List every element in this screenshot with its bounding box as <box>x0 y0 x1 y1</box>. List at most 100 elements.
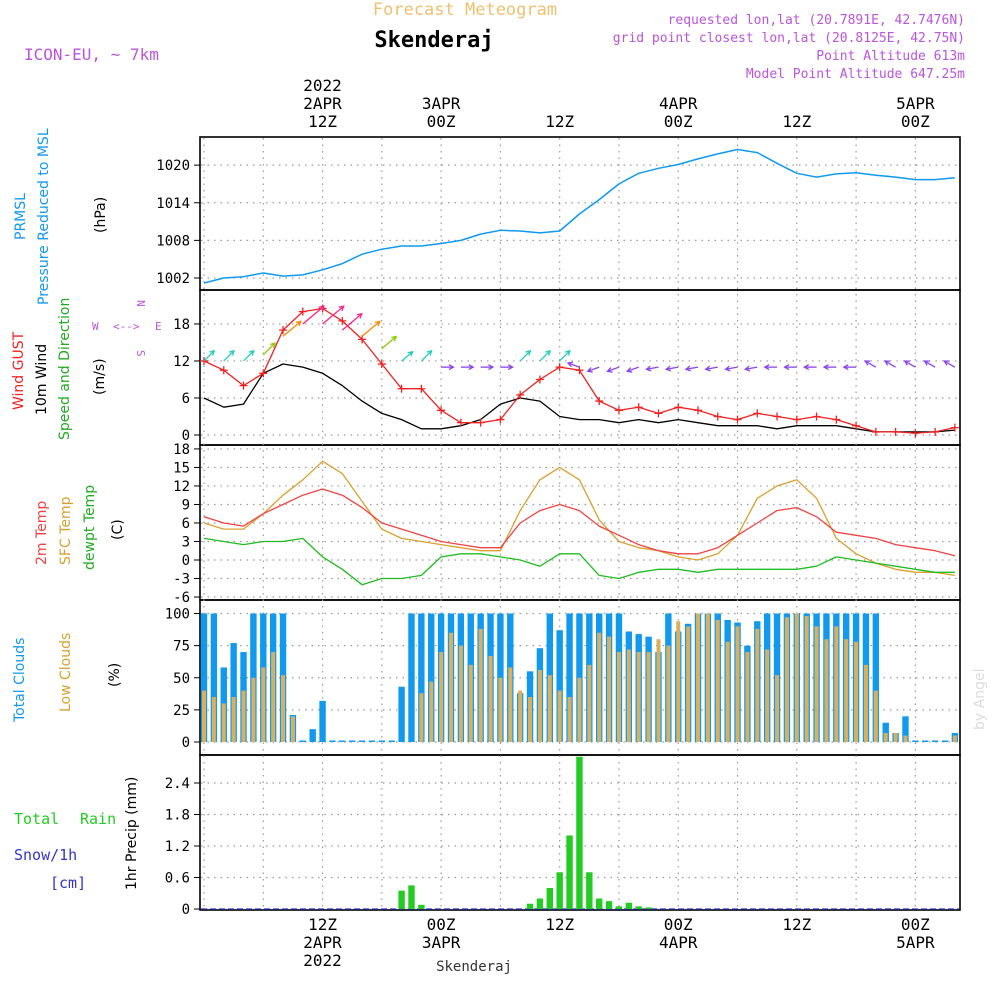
wind-arrow <box>420 350 433 362</box>
bottom-location: Skenderaj <box>436 959 512 975</box>
low-cloud-bar <box>705 613 710 742</box>
low-cloud-bar <box>271 652 276 742</box>
precip-snow-label: Snow/1h <box>14 846 77 864</box>
bottom-time-label: 12Z <box>545 915 574 934</box>
wind-arrow-head <box>228 349 235 356</box>
gust-marker <box>694 406 702 415</box>
total-cloud-bar <box>428 613 435 742</box>
sfc-temp-line <box>203 460 956 577</box>
low-cloud-bar <box>794 613 799 742</box>
wind-arrow <box>341 313 363 331</box>
wind-arrow <box>203 350 215 362</box>
wind-arrow-head <box>664 365 672 372</box>
wind-arrow-head <box>864 360 871 366</box>
rain-bar <box>556 872 563 909</box>
wind-arrow-head <box>270 342 276 349</box>
wind-arrow <box>685 366 699 370</box>
wind-arrow <box>282 320 302 337</box>
dewpt-temp-line <box>203 537 955 586</box>
gust-marker <box>555 363 564 372</box>
low-cloud-bar <box>449 632 453 742</box>
total-cloud-bar <box>556 630 563 742</box>
temp-side-labels: 2m Temp SFC Temp dewpt Temp (C) <box>34 485 126 570</box>
gust-marker <box>871 427 880 436</box>
low-cloud-bar <box>587 664 592 742</box>
gust-marker <box>950 423 959 432</box>
compass-west: W <box>92 320 99 333</box>
ytick-label: 0 <box>182 902 190 918</box>
ytick-label: 6 <box>182 516 190 532</box>
low-cloud-bar <box>696 613 700 742</box>
gust-marker <box>496 415 505 424</box>
low-cloud-bar <box>676 621 681 742</box>
wind-arrow <box>725 366 738 370</box>
wind-arrow <box>646 366 659 370</box>
low-cloud-bar <box>755 628 760 742</box>
low-cloud-bar <box>419 693 424 742</box>
total-cloud-bar <box>882 722 889 742</box>
wind-arrow-head <box>763 364 770 371</box>
wind-arrow-head <box>507 364 514 371</box>
low-cloud-bar <box>725 641 730 742</box>
ytick-label: 25 <box>173 703 190 719</box>
wind-arrow <box>262 342 276 356</box>
gust-marker <box>792 415 801 424</box>
precip-rain-label: Rain <box>80 810 116 828</box>
total-cloud-bar <box>418 613 425 742</box>
wind-unit-label: (m/s) <box>92 358 108 395</box>
location-title: Skenderaj <box>374 28 493 53</box>
ytick-label: -3 <box>173 572 190 588</box>
wind-arrow <box>607 366 620 372</box>
wind-arrow-head <box>724 365 731 372</box>
compass-north: N <box>134 300 147 307</box>
compass-south: S <box>134 350 147 357</box>
ytick-label: -6 <box>173 590 190 606</box>
low-cloud-bar <box>646 652 651 742</box>
low-cloud-bar <box>498 677 503 742</box>
cloud-side-labels: Total Clouds Low Clouds (%) <box>12 633 123 723</box>
low-cloud-bar <box>903 735 908 742</box>
top-time-label: 2022 <box>303 76 342 95</box>
wind-arrow-head <box>586 367 593 373</box>
low-cloud-bar <box>854 641 859 742</box>
total-cloud-bar <box>319 700 326 742</box>
point-altitude: Point Altitude 613m <box>816 49 965 64</box>
low-cloud-bar <box>537 670 542 742</box>
wind-arrow <box>943 360 956 368</box>
gust-marker <box>358 335 367 344</box>
low-cloud-bar <box>824 639 829 742</box>
low-cloud-bar <box>508 667 513 742</box>
top-time-label: 2APR <box>303 94 342 113</box>
low-clouds-label: Low Clouds <box>58 633 74 712</box>
low-cloud-bar <box>893 733 898 742</box>
gust-marker <box>437 406 446 415</box>
top-time-label: 12Z <box>782 112 811 131</box>
total-cloud-bar <box>230 643 237 742</box>
wind-arrow <box>223 350 235 362</box>
wind-arrow <box>705 366 718 370</box>
wind-arrow-head <box>903 360 910 366</box>
gust-marker <box>298 307 307 316</box>
total-cloud-bar <box>299 740 306 742</box>
low-cloud-bar <box>814 626 819 742</box>
low-cloud-bar <box>577 677 582 742</box>
ytick-label: 0 <box>182 735 190 751</box>
grid-lines <box>194 138 959 910</box>
ytick-label: 2.4 <box>165 776 190 792</box>
ytick-label: 0 <box>182 428 190 444</box>
ytick-label: 3 <box>182 534 190 550</box>
low-cloud-bar <box>952 735 957 742</box>
wind-arrow-head <box>488 364 495 371</box>
total-cloud-bar <box>368 740 376 742</box>
temp-2m-label: 2m Temp <box>34 501 50 565</box>
gust-marker <box>713 412 722 421</box>
ytick-label: 15 <box>173 460 190 476</box>
rain-bar <box>546 888 553 909</box>
total-cloud-bar <box>339 740 346 742</box>
wind-arrow-head <box>426 349 433 356</box>
wind-arrow-head <box>407 350 414 357</box>
wind-arrow-head <box>318 305 325 312</box>
top-time-label: 12Z <box>545 112 574 131</box>
gust-marker <box>832 415 841 424</box>
